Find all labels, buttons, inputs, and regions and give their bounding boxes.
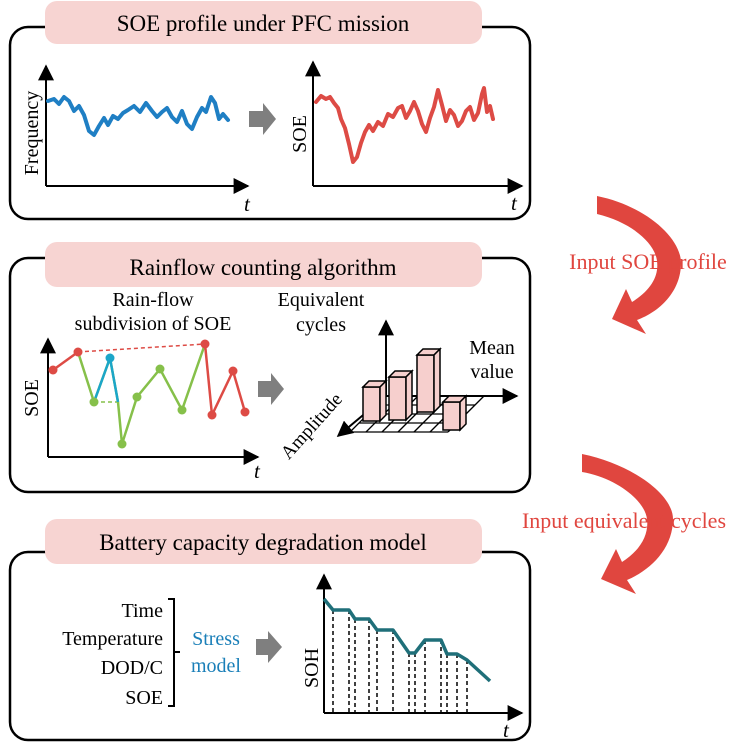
input-soe-profile-label: Input SOE profile <box>569 249 727 274</box>
soe-axis-label: SOE <box>289 115 311 153</box>
soe-chart: SOE t <box>289 60 524 215</box>
soe-profile-panel: SOE profile under PFC mission Frequency … <box>8 1 532 221</box>
soh-axis-label: SOH <box>301 648 323 688</box>
rainflow-dashed-level-red <box>77 343 206 353</box>
mean-value-label-line1: Mean <box>469 337 515 359</box>
rainflow-chart: SOE t <box>21 337 261 483</box>
soe-signal-line <box>314 86 495 164</box>
input-time: Time <box>121 600 163 622</box>
rainflow-soe-axis-label: SOE <box>21 379 43 417</box>
rainflow-point <box>200 339 210 349</box>
histogram-bar <box>441 394 468 432</box>
rainflow-subtitle-line1: Rain-flow <box>112 289 194 311</box>
stress-model-label-line1: Stress <box>192 628 240 650</box>
rainflow-point <box>89 397 99 407</box>
degradation-title: Battery capacity degradation model <box>99 530 427 555</box>
rainflow-transform-arrow-icon <box>258 373 284 405</box>
rainflow-point <box>132 392 142 402</box>
input-temperature: Temperature <box>62 628 163 650</box>
degradation-title-box <box>45 519 482 564</box>
frequency-time-label: t <box>244 192 251 216</box>
input-soe: SOE <box>125 687 163 709</box>
inputs-bracket <box>168 598 180 707</box>
rainflow-point <box>207 410 217 420</box>
frequency-chart: Frequency t <box>21 64 251 216</box>
degradation-arrow-icon <box>256 631 282 663</box>
histogram-bar <box>387 369 414 422</box>
rainflow-red-segment-1 <box>52 350 79 372</box>
histogram-bar <box>361 379 388 423</box>
frequency-axis-label: Frequency <box>21 91 43 175</box>
degradation-panel: Battery capacity degradation model Time … <box>8 519 532 742</box>
input-equivalent-cycles-arrow: Input equivalent cycles <box>522 454 726 594</box>
soh-degradation-line <box>322 597 492 683</box>
rainflow-title: Rainflow counting algorithm <box>129 255 396 280</box>
rainflow-point <box>177 405 187 415</box>
curved-arrow-icon <box>597 196 681 334</box>
rainflow-point <box>155 364 165 374</box>
rainflow-point <box>117 439 127 449</box>
soh-time-label: t <box>503 718 510 742</box>
input-dod-c: DOD/C <box>101 657 163 679</box>
rainflow-title-box <box>45 242 482 287</box>
stress-model-label-line2: model <box>191 655 241 677</box>
equivalent-cycles-label-line1: Equivalent <box>278 289 365 311</box>
frequency-signal-line <box>46 95 230 137</box>
soe-profile-title-box <box>45 1 482 44</box>
rainflow-subtitle-line2: subdivision of SOE <box>75 313 232 335</box>
rainflow-point <box>228 366 238 376</box>
soh-step-dividers <box>332 610 468 713</box>
rainflow-point <box>73 347 83 357</box>
input-equivalent-cycles-label: Input equivalent cycles <box>522 508 726 533</box>
curved-arrow-icon <box>582 454 673 594</box>
mean-value-label-line2: value <box>470 361 513 383</box>
transform-arrow-icon <box>249 103 276 135</box>
equivalent-cycles-label-line2: cycles <box>296 314 346 336</box>
histogram-bar <box>415 347 442 414</box>
rainflow-panel: Rainflow counting algorithm Rain-flow su… <box>8 242 532 494</box>
input-soe-profile-arrow: Input SOE profile <box>569 196 727 334</box>
rainflow-point <box>48 365 58 375</box>
rainflow-red-segment-2 <box>203 343 247 420</box>
rainflow-point <box>105 353 115 363</box>
soe-profile-title: SOE profile under PFC mission <box>117 11 410 36</box>
soe-time-label: t <box>511 191 518 215</box>
rainflow-point <box>240 407 250 417</box>
rainflow-time-label: t <box>254 459 261 483</box>
soh-chart: SOH t <box>301 573 524 742</box>
rainflow-green-segment-2 <box>116 343 207 445</box>
